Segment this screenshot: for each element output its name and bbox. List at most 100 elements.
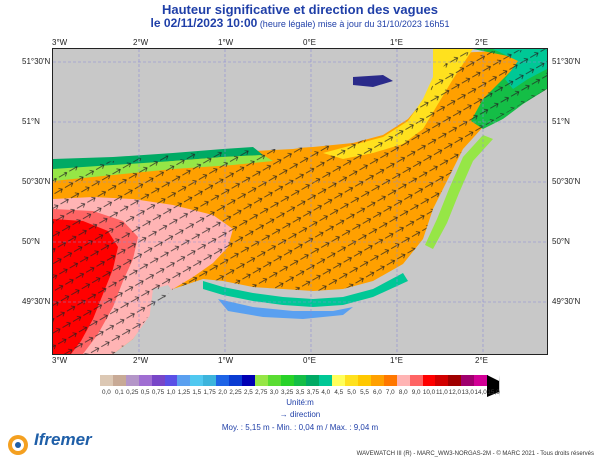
wave-direction-arrows [53, 49, 547, 354]
legend-swatch [319, 375, 334, 386]
legend-swatch [345, 375, 360, 386]
lon-label-bottom: 2°E [475, 356, 488, 365]
statistics: Moy. : 5,15 m - Min. : 0,04 m / Max. : 9… [221, 423, 379, 432]
legend-value: 1,75 [203, 389, 216, 396]
lon-label-bottom: 0°E [303, 356, 316, 365]
legend-value: 14,0 [474, 389, 487, 396]
legend-swatch [461, 375, 476, 386]
legend-value: 3,25 [280, 389, 294, 396]
wave-map-svg [53, 49, 547, 354]
legend-value: 3,0 [269, 389, 279, 396]
map-title: Hauteur significative et direction des v… [162, 2, 438, 17]
legend-value: 5,0 [347, 389, 356, 396]
legend-value: 2,75 [255, 389, 268, 396]
legend-swatch [396, 375, 411, 386]
graticule [53, 49, 547, 354]
legend-value: 0,25 [126, 389, 139, 396]
legend-swatch [138, 375, 153, 386]
colour-scale-legend: 0,0 0,1 0,25 0,5 0,75 1,0 1,25 1,5 1,75 2,0 2,25 2,… [100, 375, 501, 430]
legend-swatch [332, 375, 347, 386]
legend-swatch [487, 375, 501, 397]
sea-yellow-zone [323, 49, 473, 159]
legend-swatch [474, 375, 489, 386]
legend-swatch [267, 375, 282, 386]
legend-swatch [254, 375, 269, 386]
legend-swatch [370, 375, 385, 386]
legend-value: 3,5 [295, 389, 305, 396]
lon-label-top: 2°E [475, 38, 488, 47]
legend-value: 11,0 [436, 389, 448, 396]
lat-label-left: 51°30'N [22, 57, 51, 66]
legend-swatch [151, 375, 166, 386]
legend-unit: Unité:m [286, 398, 314, 407]
lon-label-bottom: 1°W [218, 356, 234, 365]
lat-label-left: 50°30'N [22, 177, 51, 186]
legend-value: 2,25 [229, 389, 242, 396]
legend-swatch [164, 375, 179, 386]
legend-swatch [422, 375, 437, 386]
legend-swatch [125, 375, 140, 386]
legend-swatch [306, 375, 321, 386]
credit-line: WAVEWATCH III (R) - MARC_WW3-NORGAS-2M -… [356, 451, 594, 457]
legend-value: 13,0 [461, 389, 474, 396]
legend-value: 6,0 [373, 389, 382, 396]
legend-value: 7,0 [385, 389, 395, 396]
legend-swatch [409, 375, 424, 386]
legend-swatch [190, 375, 205, 386]
legend-value: 15,0 [487, 389, 500, 396]
legend-value: 3,75 [306, 389, 320, 396]
wave-map[interactable] [52, 48, 548, 355]
legend-value: 2,0 [218, 389, 227, 396]
map-subtitle: le 02/11/2023 10:00 (heure légale) mise … [150, 16, 450, 30]
legend-swatch [100, 375, 114, 386]
direction-label: → direction [279, 410, 321, 419]
legend-swatch [241, 375, 256, 386]
legend-swatch [293, 375, 308, 386]
legend-swatch [229, 375, 243, 386]
legend-value: 1,5 [192, 389, 202, 396]
lon-label-bottom: 3°W [52, 356, 68, 365]
france-coast [203, 95, 547, 354]
lat-label-right: 49°30'N [552, 297, 581, 306]
lat-label-right: 51°N [552, 117, 570, 126]
lops-logo-icon [8, 435, 28, 455]
legend-value: 8,0 [398, 389, 408, 396]
legend-value: 12,0 [448, 389, 461, 396]
legend-value: 5,5 [360, 389, 369, 396]
lat-label-right: 51°30'N [552, 57, 581, 66]
legend-value: 2,5 [243, 389, 253, 396]
legend-swatch [177, 375, 192, 386]
legend-swatch [358, 375, 372, 386]
legend-swatch [448, 375, 463, 386]
england-coast [53, 49, 433, 167]
legend-value: 10,0 [422, 389, 436, 396]
legend-value: 9,0 [411, 389, 421, 396]
lon-label-bottom: 1°E [390, 356, 403, 365]
legend-value: 0,5 [140, 389, 150, 396]
legend-swatch [280, 375, 295, 386]
legend-value: 0,75 [151, 389, 165, 396]
lat-label-right: 50°N [552, 237, 570, 246]
lon-label-top: 3°W [52, 38, 68, 47]
legend-swatch [112, 375, 127, 386]
lat-label-left: 51°N [22, 117, 40, 126]
legend-value: 4,0 [321, 389, 331, 396]
lat-label-right: 50°30'N [552, 177, 581, 186]
legend-value: 4,5 [334, 389, 344, 396]
lat-label-left: 50°N [22, 237, 40, 246]
lon-label-top: 2°W [133, 38, 149, 47]
lat-label-left: 49°30'N [22, 297, 51, 306]
legend-swatch [203, 375, 218, 386]
legend-swatch [216, 375, 231, 386]
legend-value: 0,0 [102, 389, 111, 396]
legend-value: 0,1 [114, 389, 124, 396]
legend-value: 1,0 [166, 389, 176, 396]
lon-label-top: 1°W [218, 38, 234, 47]
legend-swatch [435, 375, 450, 386]
ifremer-logo: Ifremer [34, 430, 92, 449]
legend-swatch [383, 375, 398, 386]
lon-label-top: 1°E [390, 38, 403, 47]
lon-label-bottom: 2°W [133, 356, 149, 365]
legend-value: 1,25 [177, 389, 190, 396]
lon-label-top: 0°E [303, 38, 316, 47]
